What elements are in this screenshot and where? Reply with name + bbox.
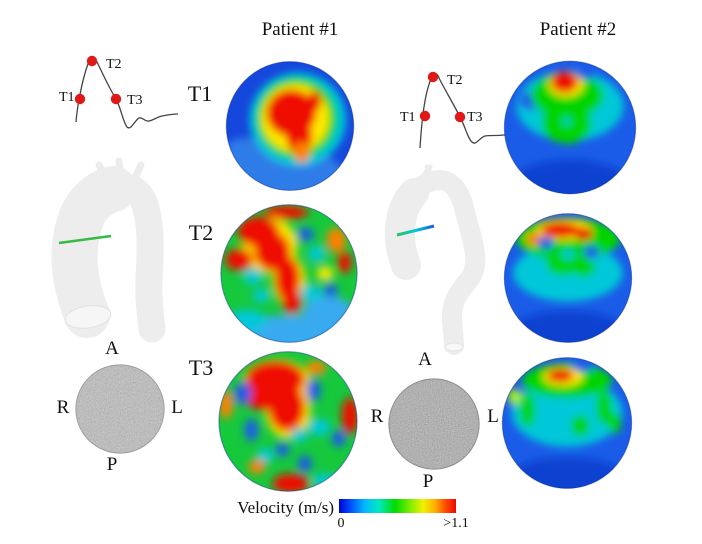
t1-marker-dot	[74, 93, 86, 105]
velocity-contour-patient2-t1	[503, 58, 637, 197]
aorta-arch-descending	[93, 172, 166, 343]
orientation-label-anterior: A	[418, 349, 432, 370]
waveform2-t3-label: T3	[467, 110, 483, 125]
mesh-texture	[388, 378, 480, 470]
colorbar-min-tick: 0	[337, 516, 345, 531]
velocity-contour-patient2-t3	[501, 353, 633, 493]
orientation-label-right: R	[370, 406, 384, 427]
velocity-contour-patient2-t2	[503, 209, 633, 347]
waveform-curve	[419, 73, 508, 149]
mesh-outline	[75, 364, 165, 454]
aorta-geometry-patient2	[384, 164, 510, 355]
contour-plot-svg	[225, 61, 355, 191]
orientation-label-anterior: A	[105, 338, 119, 359]
waveform2-t1-label: T1	[400, 110, 416, 125]
orientation-label-left: L	[487, 406, 499, 427]
velocity-colorbar	[339, 499, 456, 513]
patient2-title: Patient #2	[539, 19, 617, 40]
t1-marker-dot	[419, 110, 431, 122]
velocity-contour-patient1-t2	[219, 204, 359, 343]
row-label-t3: T3	[188, 355, 214, 380]
mesh-cross-section-patient1	[74, 363, 166, 455]
velocity-contour-patient1-t3	[217, 351, 359, 492]
mesh-texture	[75, 364, 165, 454]
aorta-geometry-patient1	[51, 157, 170, 343]
t3-marker-dot	[454, 111, 466, 123]
contour-plot-svg	[501, 357, 633, 489]
contour-plot-svg	[503, 213, 633, 343]
mesh-outline	[388, 378, 480, 470]
t2-marker-dot	[427, 71, 439, 83]
patient1-title: Patient #1	[261, 19, 339, 40]
t2-marker-dot	[86, 55, 98, 67]
velocity-contour-patient1-t1	[225, 61, 355, 191]
mesh-cross-section-patient2	[387, 377, 481, 471]
orientation-label-left: L	[171, 397, 183, 418]
colorbar-max-tick: >1.1	[443, 516, 469, 531]
orientation-label-right: R	[56, 397, 70, 418]
waveform1-t3-label: T3	[127, 93, 143, 108]
contour-plot-svg	[218, 351, 358, 492]
waveform1-t2-label: T2	[106, 57, 122, 72]
flow-waveform-patient1	[55, 50, 185, 135]
waveform2-t2-label: T2	[447, 73, 463, 88]
colorbar-title: Velocity (m/s)	[237, 498, 334, 517]
aorta-ascending	[51, 166, 136, 338]
aorta-outlet-face	[444, 342, 464, 352]
t3-marker-dot	[110, 93, 122, 105]
aorta-inlet-face	[64, 305, 112, 329]
orientation-label-posterior: P	[422, 471, 434, 492]
contour-plot-svg	[503, 60, 637, 195]
aorta-arch-descending	[400, 170, 486, 355]
analysis-plane-slice	[396, 224, 435, 237]
contour-plot-svg	[220, 204, 358, 343]
row-label-t1: T1	[187, 81, 213, 106]
flow-waveform-patient2	[393, 58, 518, 150]
orientation-label-posterior: P	[106, 454, 118, 475]
waveform1-t1-label: T1	[59, 90, 75, 105]
analysis-plane-slice	[58, 234, 112, 245]
row-label-t2: T2	[188, 220, 214, 245]
